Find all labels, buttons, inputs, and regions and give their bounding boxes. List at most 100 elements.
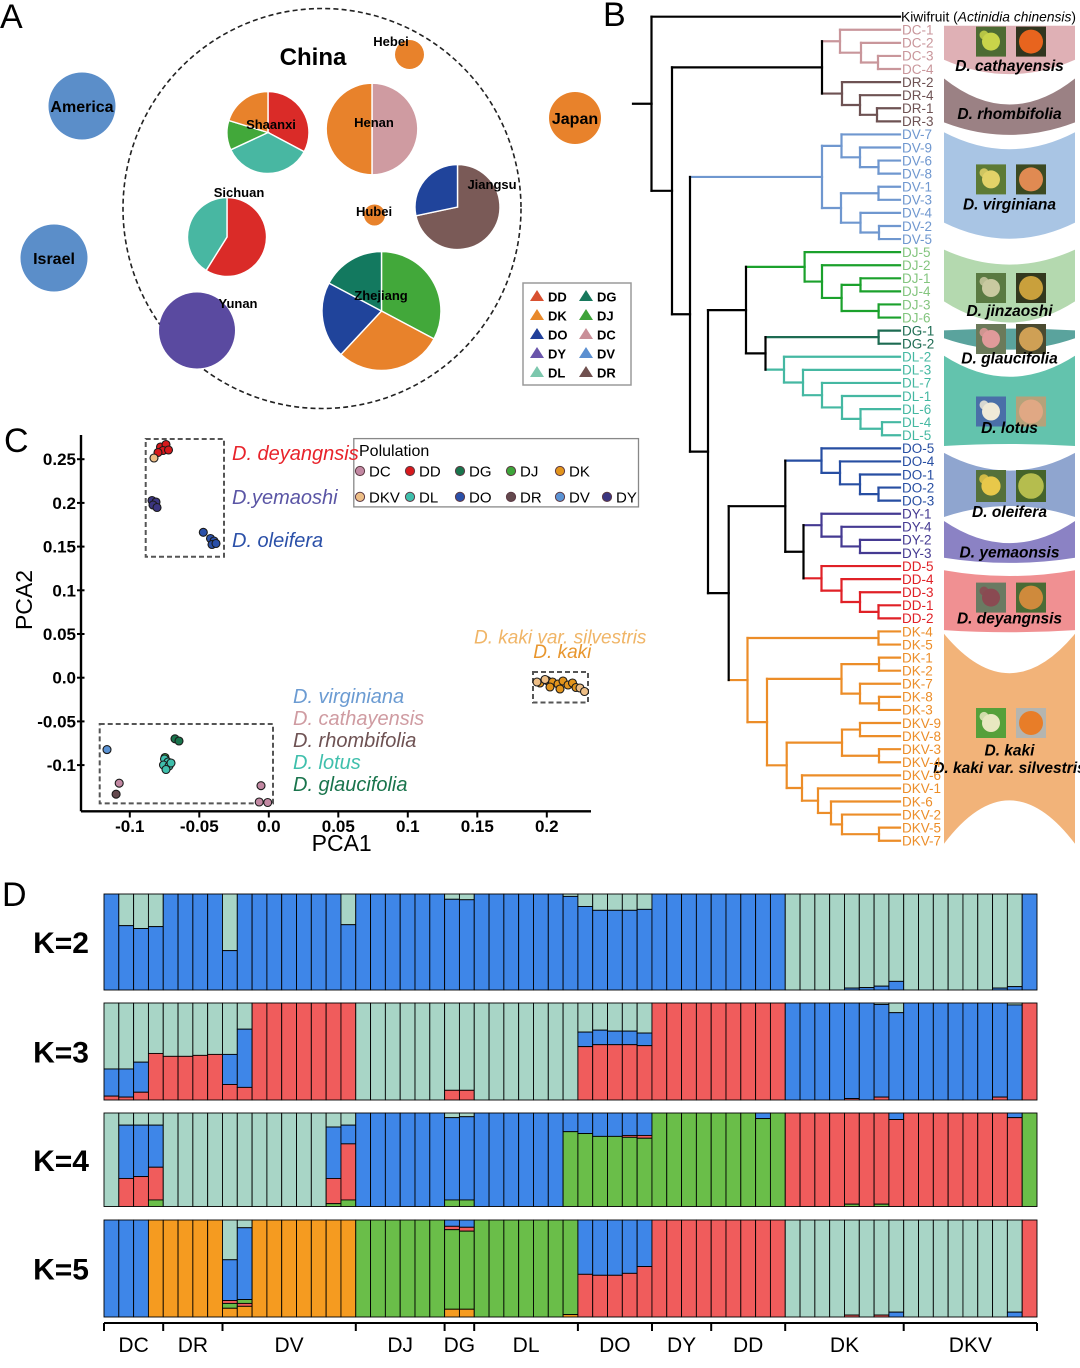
svg-text:Israel: Israel	[33, 251, 75, 268]
svg-text:DD: DD	[548, 290, 567, 305]
svg-text:PCA1: PCA1	[312, 830, 372, 856]
svg-text:DK-7: DK-7	[902, 677, 933, 692]
svg-text:DK: DK	[569, 464, 590, 481]
svg-text:DR: DR	[597, 366, 616, 381]
svg-text:DO-4: DO-4	[902, 454, 935, 469]
svg-text:DJ-1: DJ-1	[902, 271, 931, 286]
svg-text:DG-2: DG-2	[902, 337, 934, 352]
svg-text:0.1: 0.1	[52, 581, 76, 600]
svg-text:B: B	[603, 0, 626, 34]
svg-text:DK-3: DK-3	[902, 703, 933, 718]
svg-text:DR-4: DR-4	[902, 88, 934, 103]
svg-text:DC-1: DC-1	[902, 23, 934, 38]
svg-text:0.05: 0.05	[43, 625, 76, 644]
svg-text:DG-1: DG-1	[902, 323, 934, 338]
svg-text:DY: DY	[616, 489, 637, 506]
svg-text:D. oleifera: D. oleifera	[972, 504, 1047, 521]
svg-text:K=2: K=2	[33, 927, 89, 960]
svg-text:DJ-6: DJ-6	[902, 310, 931, 325]
svg-text:D. kaki: D. kaki	[985, 743, 1036, 760]
svg-text:D. deyangnsis: D. deyangnsis	[232, 443, 359, 465]
svg-text:DD: DD	[733, 1334, 763, 1357]
svg-text:DJ-5: DJ-5	[902, 245, 931, 260]
svg-text:DC-4: DC-4	[902, 62, 934, 77]
svg-text:D. virginiana: D. virginiana	[293, 686, 404, 708]
svg-text:DD-5: DD-5	[902, 559, 934, 574]
svg-text:DY: DY	[667, 1334, 696, 1357]
svg-text:D. cathayensis: D. cathayensis	[955, 58, 1064, 75]
svg-text:D. kaki var. silvestris: D. kaki var. silvestris	[474, 628, 647, 649]
svg-text:D. kaki: D. kaki	[533, 642, 592, 663]
svg-text:0.25: 0.25	[43, 450, 76, 469]
svg-text:DO: DO	[548, 328, 568, 343]
svg-text:DK: DK	[548, 309, 567, 324]
svg-text:0.1: 0.1	[396, 817, 420, 836]
svg-text:Yunan: Yunan	[218, 296, 257, 311]
svg-text:DJ-3: DJ-3	[902, 297, 931, 312]
svg-text:D. kaki var. silvestris: D. kaki var. silvestris	[933, 760, 1080, 777]
svg-text:DL-6: DL-6	[902, 402, 931, 417]
svg-text:DO-2: DO-2	[902, 480, 934, 495]
svg-text:DK: DK	[830, 1334, 859, 1357]
svg-text:0.0: 0.0	[52, 669, 76, 688]
svg-text:DY: DY	[548, 347, 566, 362]
svg-text:DV-2: DV-2	[902, 219, 932, 234]
svg-text:DY-4: DY-4	[902, 520, 932, 535]
svg-text:DC: DC	[118, 1334, 148, 1357]
svg-text:DO: DO	[469, 489, 492, 506]
svg-text:DKV-7: DKV-7	[902, 834, 941, 849]
svg-text:DKV-6: DKV-6	[902, 768, 941, 783]
svg-text:D. glaucifolia: D. glaucifolia	[293, 774, 408, 796]
svg-text:DV-4: DV-4	[902, 206, 933, 221]
svg-text:0.2: 0.2	[52, 494, 76, 513]
svg-text:DK-2: DK-2	[902, 664, 933, 679]
svg-text:DV-1: DV-1	[902, 180, 932, 195]
svg-text:Hebei: Hebei	[373, 34, 408, 49]
svg-text:DV-7: DV-7	[902, 127, 932, 142]
svg-text:DKV-1: DKV-1	[902, 781, 941, 796]
svg-text:D. rhombifolia: D. rhombifolia	[957, 106, 1062, 123]
svg-text:D. jinzaoshi: D. jinzaoshi	[966, 303, 1053, 320]
svg-text:0.05: 0.05	[322, 817, 355, 836]
svg-text:DL-7: DL-7	[902, 376, 931, 391]
svg-text:0.0: 0.0	[257, 817, 281, 836]
svg-text:DK-5: DK-5	[902, 637, 933, 652]
svg-text:DR-2: DR-2	[902, 75, 934, 90]
svg-text:DJ: DJ	[597, 309, 614, 324]
svg-text:DKV: DKV	[949, 1334, 992, 1357]
svg-text:0.2: 0.2	[535, 817, 559, 836]
svg-text:0.15: 0.15	[461, 817, 494, 836]
svg-text:DD: DD	[419, 464, 441, 481]
svg-text:DKV-8: DKV-8	[902, 729, 941, 744]
svg-text:DG: DG	[444, 1334, 476, 1357]
svg-text:-0.1: -0.1	[47, 756, 76, 775]
svg-text:DG: DG	[597, 290, 617, 305]
svg-text:D. glaucifolia: D. glaucifolia	[961, 351, 1058, 368]
svg-text:Japan: Japan	[552, 111, 598, 128]
svg-text:D. cathayensis: D. cathayensis	[293, 708, 424, 730]
svg-text:Hubei: Hubei	[356, 204, 392, 219]
svg-text:DD-2: DD-2	[902, 611, 934, 626]
svg-text:DC-2: DC-2	[902, 36, 934, 51]
svg-text:K=3: K=3	[33, 1037, 89, 1070]
svg-text:DJ-2: DJ-2	[902, 258, 931, 273]
svg-text:A: A	[0, 0, 23, 36]
svg-text:D. yemaonsis: D. yemaonsis	[960, 545, 1060, 562]
svg-text:DV: DV	[569, 489, 590, 506]
svg-text:DO-1: DO-1	[902, 467, 934, 482]
svg-text:DV: DV	[275, 1334, 304, 1357]
svg-text:DY-3: DY-3	[902, 546, 932, 561]
svg-text:DL-3: DL-3	[902, 363, 931, 378]
svg-text:D. oleifera: D. oleifera	[232, 530, 323, 552]
svg-text:DO-3: DO-3	[902, 494, 934, 509]
svg-text:DD-1: DD-1	[902, 598, 934, 613]
svg-text:D. rhombifolia: D. rhombifolia	[293, 730, 416, 752]
svg-text:DC: DC	[369, 464, 391, 481]
svg-text:DKV: DKV	[369, 489, 400, 506]
svg-text:DR: DR	[178, 1334, 208, 1357]
svg-text:Zhejiang: Zhejiang	[354, 288, 408, 303]
svg-text:DK-4: DK-4	[902, 624, 933, 639]
svg-text:DL-4: DL-4	[902, 415, 932, 430]
svg-text:DY-2: DY-2	[902, 533, 932, 548]
svg-text:DL-1: DL-1	[902, 389, 931, 404]
